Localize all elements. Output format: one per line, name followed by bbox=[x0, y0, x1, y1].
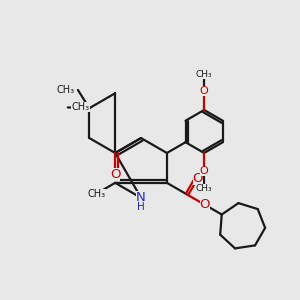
Text: CH₃: CH₃ bbox=[56, 85, 74, 95]
Text: CH₃: CH₃ bbox=[71, 102, 89, 112]
Text: O: O bbox=[200, 167, 208, 176]
Text: CH₃: CH₃ bbox=[88, 189, 106, 199]
Text: CH₃: CH₃ bbox=[196, 184, 212, 193]
Text: O: O bbox=[110, 168, 120, 181]
Text: O: O bbox=[200, 198, 210, 211]
Text: O: O bbox=[193, 172, 203, 185]
Text: N: N bbox=[136, 191, 146, 204]
Text: H: H bbox=[137, 202, 145, 212]
Text: CH₃: CH₃ bbox=[196, 70, 212, 79]
Text: O: O bbox=[200, 86, 208, 97]
